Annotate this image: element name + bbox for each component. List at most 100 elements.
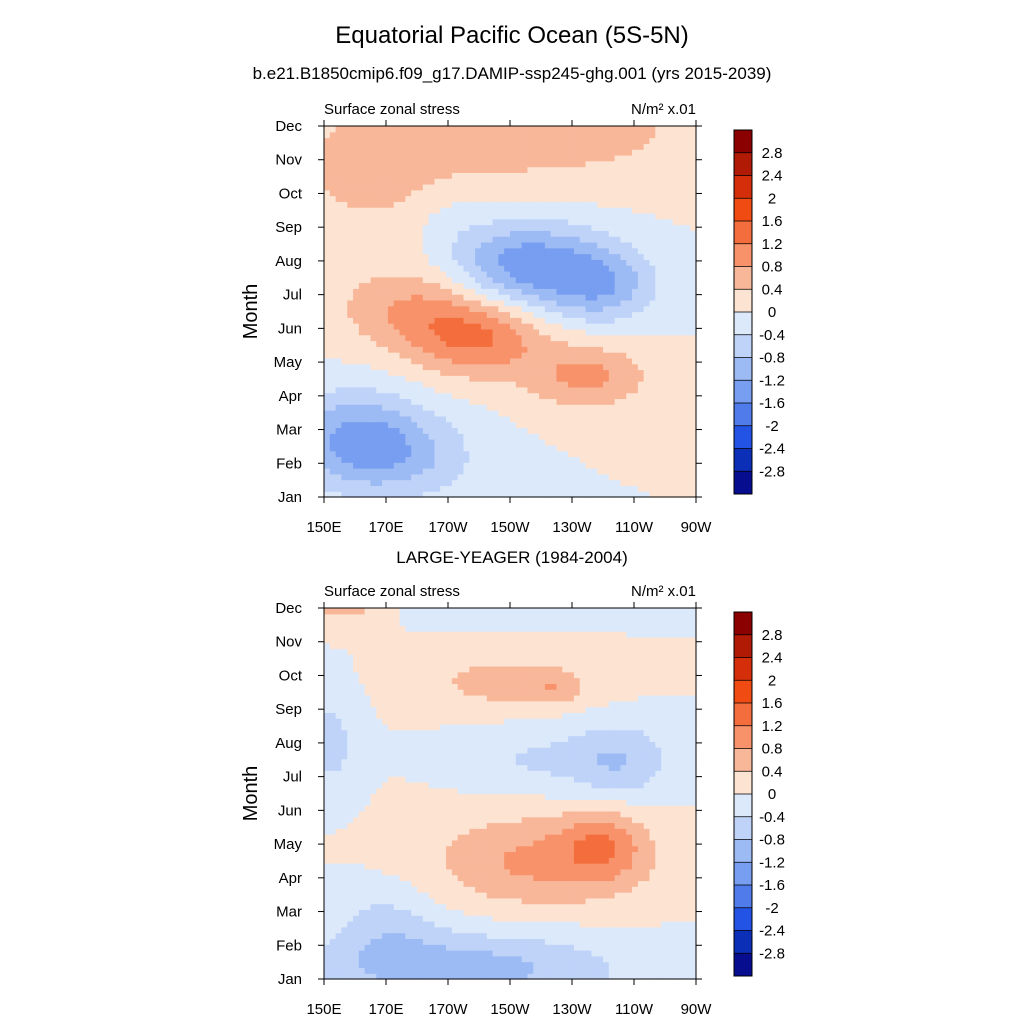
heatmap-cell (405, 485, 412, 492)
heatmap-cell (324, 259, 331, 266)
heatmap-cell (556, 305, 563, 313)
heatmap-cell (393, 143, 401, 150)
heatmap-cell (434, 311, 441, 318)
heatmap-cell (411, 183, 418, 191)
heatmap-cell (364, 863, 372, 870)
heatmap-cell (684, 294, 691, 301)
heatmap-cell (603, 468, 610, 475)
heatmap-cell (382, 694, 389, 702)
heatmap-cell (498, 410, 505, 417)
heatmap-cell (475, 236, 482, 243)
heatmap-cell (329, 729, 337, 737)
heatmap-cell (614, 247, 622, 255)
heatmap-cell (353, 735, 360, 742)
heatmap-cell (353, 874, 360, 882)
heatmap-cell (387, 137, 395, 144)
heatmap-cell (324, 625, 331, 632)
heatmap-cell (353, 166, 360, 173)
heatmap-cell (678, 253, 685, 260)
heatmap-cell (562, 340, 569, 347)
heatmap-cell (463, 456, 470, 463)
heatmap-cell (341, 265, 348, 272)
heatmap-cell (329, 352, 337, 359)
heatmap-cell (550, 305, 558, 313)
heatmap-cell (335, 799, 343, 806)
heatmap-cell (643, 433, 651, 440)
heatmap-cell (457, 149, 465, 156)
heatmap-cell (637, 479, 645, 487)
heatmap-cell (637, 282, 645, 289)
heatmap-cell (353, 154, 360, 162)
heatmap-cell (533, 375, 540, 382)
heatmap-cell (364, 357, 372, 365)
heatmap-cell (370, 131, 377, 139)
heatmap-cell (539, 328, 546, 336)
heatmap-cell (376, 218, 383, 226)
heatmap-cell (492, 178, 499, 185)
heatmap-cell (463, 259, 470, 266)
heatmap-cell (672, 340, 680, 347)
heatmap-cell (637, 392, 645, 400)
heatmap-cell (451, 386, 459, 394)
heatmap-cell (382, 752, 389, 760)
heatmap-cell (597, 183, 604, 191)
heatmap-cell (329, 398, 337, 405)
heatmap-cell (515, 288, 523, 295)
heatmap-cell (492, 270, 499, 278)
heatmap-cell (341, 967, 348, 974)
heatmap-cell (544, 276, 552, 284)
heatmap-cell (440, 201, 447, 208)
heatmap-cell (370, 224, 377, 231)
heatmap-cell (498, 172, 505, 179)
heatmap-cell (358, 723, 366, 731)
heatmap-cell (463, 131, 470, 139)
heatmap-cell (626, 328, 633, 336)
heatmap-cell (579, 183, 587, 191)
heatmap-cell (556, 456, 563, 463)
heatmap-cell (661, 126, 668, 133)
heatmap-cell (376, 410, 383, 417)
heatmap-cell (510, 346, 517, 353)
heatmap-cell (649, 207, 656, 214)
heatmap-cell (393, 491, 401, 498)
heatmap-cell (347, 810, 354, 818)
heatmap-cell (329, 270, 337, 278)
heatmap-cell (515, 444, 523, 452)
heatmap-cell (608, 479, 616, 487)
heatmap-cell (393, 270, 401, 278)
top-heatmap-panel: JanFebMarAprMayJunJulAugSepOctNovDec150E… (240, 101, 785, 536)
heatmap-cell (486, 189, 494, 197)
heatmap-cell (632, 427, 639, 434)
heatmap-cell (632, 357, 639, 365)
heatmap-cell (684, 126, 691, 133)
heatmap-cell (515, 479, 523, 487)
heatmap-cell (539, 247, 546, 255)
heatmap-cell (562, 421, 569, 429)
heatmap-cell (521, 282, 529, 289)
heatmap-cell (324, 305, 331, 313)
heatmap-cell (486, 369, 494, 376)
heatmap-cell (591, 270, 598, 278)
heatmap-cell (324, 961, 331, 969)
heatmap-cell (446, 433, 453, 440)
heatmap-cell (451, 473, 459, 481)
heatmap-cell (335, 346, 343, 353)
heatmap-cell (347, 137, 354, 144)
heatmap-cell (498, 381, 505, 388)
heatmap-cell (510, 253, 517, 260)
heatmap-cell (515, 241, 523, 249)
heatmap-cell (480, 178, 488, 185)
heatmap-cell (608, 172, 616, 179)
heatmap-cell (399, 131, 406, 139)
heatmap-cell (637, 230, 645, 237)
heatmap-cell (504, 282, 511, 289)
heatmap-cell (492, 468, 499, 475)
colorbar-label: -2.8 (759, 463, 785, 480)
heatmap-cell (666, 450, 674, 458)
heatmap-cell (475, 334, 482, 342)
heatmap-cell (661, 369, 668, 376)
heatmap-cell (469, 473, 476, 481)
heatmap-cell (515, 410, 523, 417)
heatmap-cell (329, 787, 337, 795)
heatmap-cell (527, 433, 534, 440)
